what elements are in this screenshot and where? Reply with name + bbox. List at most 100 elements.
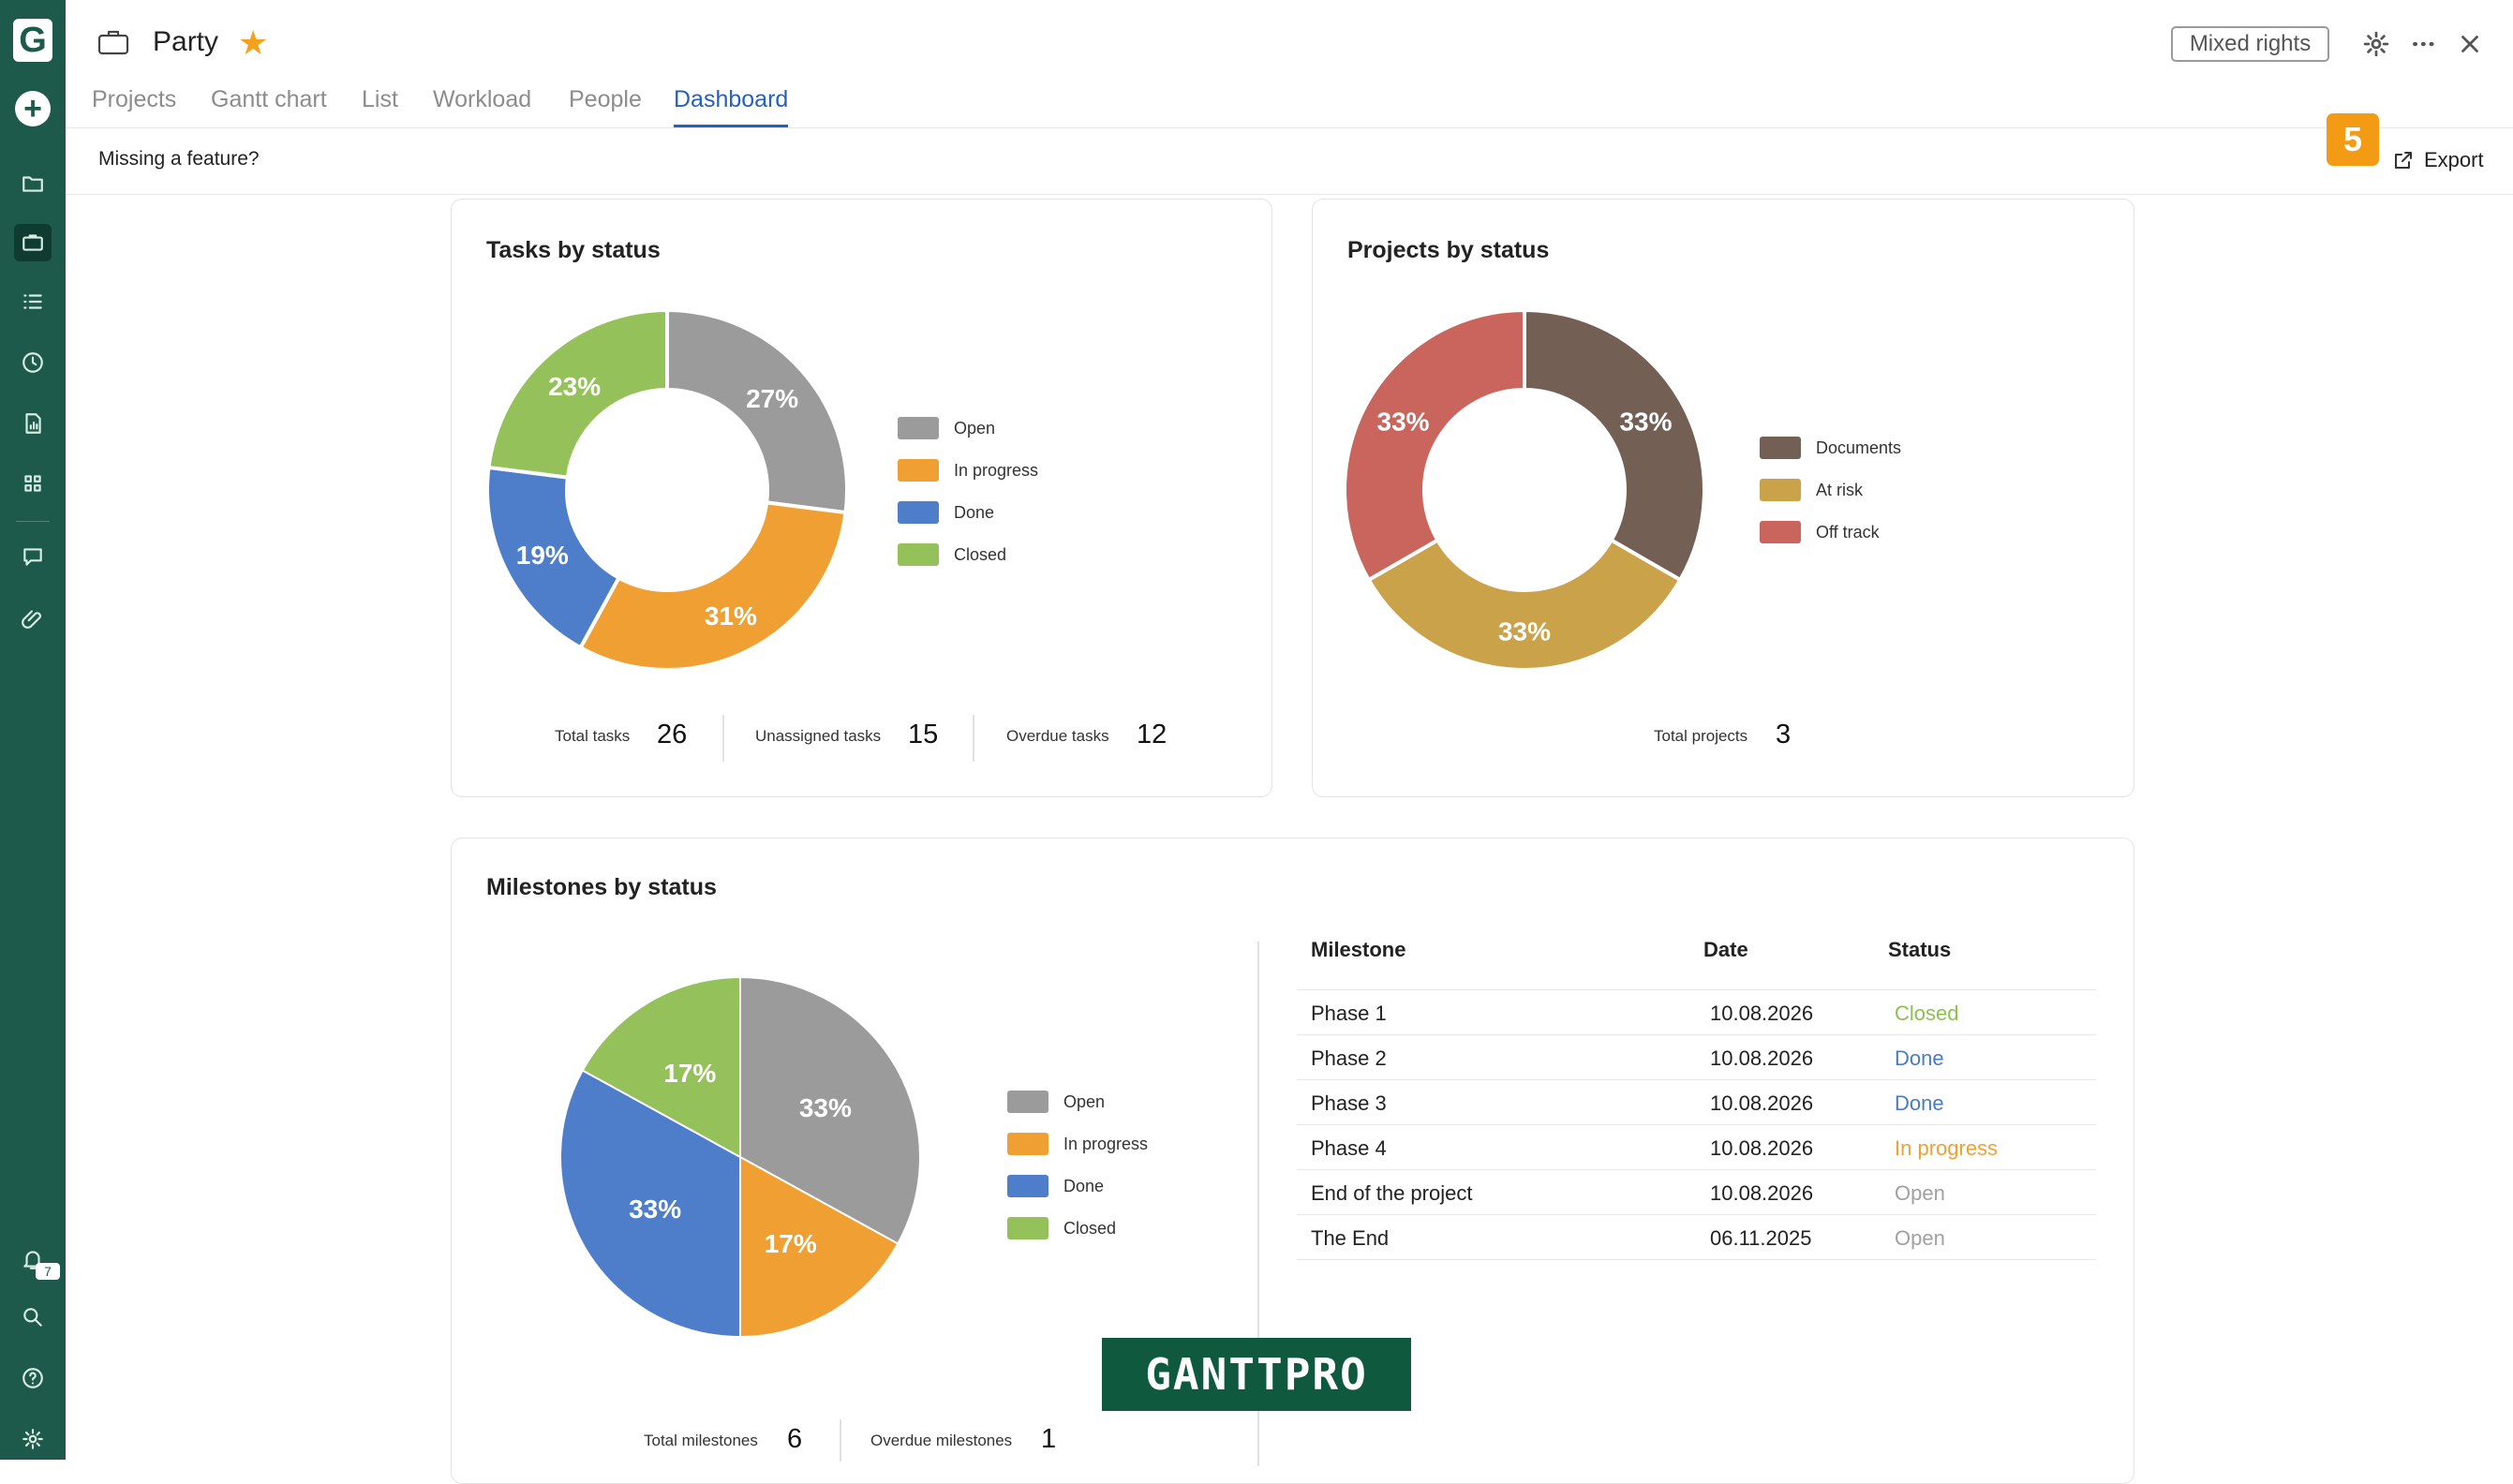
milestone-name-cell: End of the project	[1311, 1181, 1473, 1205]
pie-slice-closed[interactable]	[486, 307, 669, 480]
pie-data-label: 23%	[548, 372, 601, 401]
search-icon[interactable]	[14, 1298, 52, 1336]
settings-icon[interactable]	[14, 1420, 52, 1458]
tab-people[interactable]: People	[569, 86, 642, 112]
missing-feature-link[interactable]: Missing a feature?	[98, 148, 260, 170]
tab-projects[interactable]: Projects	[92, 86, 177, 112]
tabs-divider	[66, 127, 2513, 128]
tab-gantt-chart[interactable]: Gantt chart	[211, 86, 327, 112]
legend-label: Closed	[954, 545, 1006, 564]
overdue-tasks-label: Overdue tasks	[1006, 727, 1109, 745]
report-icon[interactable]	[14, 405, 52, 442]
card-title: Tasks by status	[486, 237, 661, 263]
table-row[interactable]: Phase 3 10.08.2026 Done	[1297, 1079, 2096, 1124]
tasks-donut-chart: 27% 31% 19% 23% Open In progress Done Closed	[485, 307, 1038, 672]
pie-data-label: 19%	[516, 541, 569, 570]
overdue-milestones-value: 1	[1041, 1424, 1057, 1454]
pie-data-label: 17%	[765, 1229, 817, 1258]
ganttpro-logo[interactable]: G	[13, 19, 52, 62]
pie-data-label: 33%	[629, 1195, 681, 1224]
milestone-date-cell: 10.08.2026	[1710, 1181, 1814, 1205]
tab-workload[interactable]: Workload	[433, 86, 532, 112]
milestone-name-cell: Phase 1	[1311, 1002, 1387, 1025]
milestones-pie-chart: 33% 17% 33% 17% Open In progress Done Closed	[559, 975, 1148, 1339]
list-icon[interactable]	[14, 283, 52, 320]
briefcase-icon[interactable]	[14, 224, 52, 261]
toolbar-divider	[66, 194, 2513, 195]
export-label: Export	[2424, 148, 2484, 171]
add-button[interactable]: +	[15, 91, 51, 126]
briefcase-icon	[97, 29, 129, 55]
milestone-date-cell: 10.08.2026	[1710, 1046, 1814, 1070]
column-header-milestone: Milestone	[1311, 938, 1406, 961]
pie-slice-documents[interactable]	[1523, 307, 1706, 583]
ganttpro-watermark: GANTTPRO	[1102, 1338, 1411, 1411]
milestone-status-cell: Closed	[1895, 1002, 1959, 1025]
pie-data-label: 17%	[663, 1059, 716, 1088]
legend-swatch	[1760, 521, 1801, 543]
mixed-rights-button[interactable]: Mixed rights	[2171, 26, 2329, 62]
pie-slice-in-progress[interactable]	[739, 1155, 900, 1339]
milestone-status-cell: Open	[1895, 1226, 1945, 1250]
legend-swatch	[1760, 479, 1801, 501]
pie-slice-at-risk[interactable]	[1365, 537, 1684, 672]
legend-label: Done	[954, 503, 994, 522]
pie-slice-done[interactable]	[485, 465, 622, 650]
tasks-by-status-card: Tasks by status 27% 31% 19% 23% Open In progr…	[451, 199, 1272, 797]
table-bottom-border	[1297, 1259, 2096, 1260]
pie-slice-closed[interactable]	[581, 975, 741, 1159]
sidebar-divider	[16, 521, 50, 522]
pie-slice-open[interactable]	[739, 975, 921, 1245]
pie-data-label: 33%	[1619, 407, 1672, 436]
legend-label: In progress	[954, 461, 1038, 480]
pie-slice-open[interactable]	[665, 307, 849, 515]
project-title: Party	[153, 26, 219, 57]
milestone-status-cell: Open	[1895, 1181, 1945, 1205]
overdue-tasks-value: 12	[1137, 720, 1167, 749]
milestone-status-cell: Done	[1895, 1046, 1944, 1070]
pie-slice-off-track[interactable]	[1343, 307, 1526, 583]
legend-swatch	[1007, 1175, 1048, 1197]
legend-swatch	[898, 501, 939, 524]
milestone-date-cell: 06.11.2025	[1710, 1226, 1812, 1250]
star-icon[interactable]: ★	[238, 23, 269, 62]
clock-icon[interactable]	[14, 344, 52, 381]
milestone-status-cell: In progress	[1895, 1136, 1999, 1160]
paperclip-icon[interactable]	[14, 599, 52, 636]
legend-label: Open	[954, 419, 995, 438]
pie-data-label: 33%	[1377, 407, 1430, 436]
milestone-name-cell: The End	[1311, 1226, 1390, 1250]
help-icon[interactable]	[14, 1359, 52, 1397]
milestone-name-cell: Phase 3	[1311, 1091, 1387, 1115]
table-row[interactable]: Phase 4 10.08.2026 In progress	[1297, 1124, 2096, 1169]
legend-swatch	[898, 543, 939, 566]
grid-icon[interactable]	[14, 465, 52, 502]
pie-data-label: 27%	[746, 384, 798, 413]
legend-swatch	[1007, 1091, 1048, 1113]
gear-icon[interactable]	[2358, 26, 2394, 62]
card-title: Projects by status	[1347, 237, 1550, 263]
table-row[interactable]: Phase 1 10.08.2026 Closed	[1297, 989, 2096, 1034]
milestone-name-cell: Phase 4	[1311, 1136, 1387, 1160]
legend-swatch	[1760, 437, 1801, 459]
more-options-icon[interactable]	[2405, 26, 2441, 62]
legend-label: Off track	[1816, 523, 1881, 542]
total-milestones-label: Total milestones	[644, 1432, 758, 1449]
table-row[interactable]: The End 06.11.2025 Open	[1297, 1214, 2096, 1259]
export-button[interactable]: Export	[2392, 146, 2484, 174]
tab-list[interactable]: List	[362, 86, 398, 112]
stat-divider	[973, 715, 974, 762]
milestone-name-cell: Phase 2	[1311, 1046, 1387, 1070]
close-icon[interactable]	[2452, 26, 2488, 62]
table-row[interactable]: Phase 2 10.08.2026 Done	[1297, 1034, 2096, 1079]
chat-icon[interactable]	[14, 538, 52, 575]
pie-slice-done[interactable]	[559, 1069, 741, 1339]
pie-slice-in-progress[interactable]	[577, 500, 848, 672]
unassigned-tasks-value: 15	[908, 720, 939, 749]
milestone-date-cell: 10.08.2026	[1710, 1136, 1814, 1160]
folder-icon[interactable]	[14, 165, 52, 202]
pie-data-label: 31%	[705, 601, 757, 631]
table-row[interactable]: End of the project 10.08.2026 Open	[1297, 1169, 2096, 1214]
tab-dashboard[interactable]: Dashboard	[674, 86, 789, 127]
pie-data-label: 33%	[1498, 617, 1551, 646]
